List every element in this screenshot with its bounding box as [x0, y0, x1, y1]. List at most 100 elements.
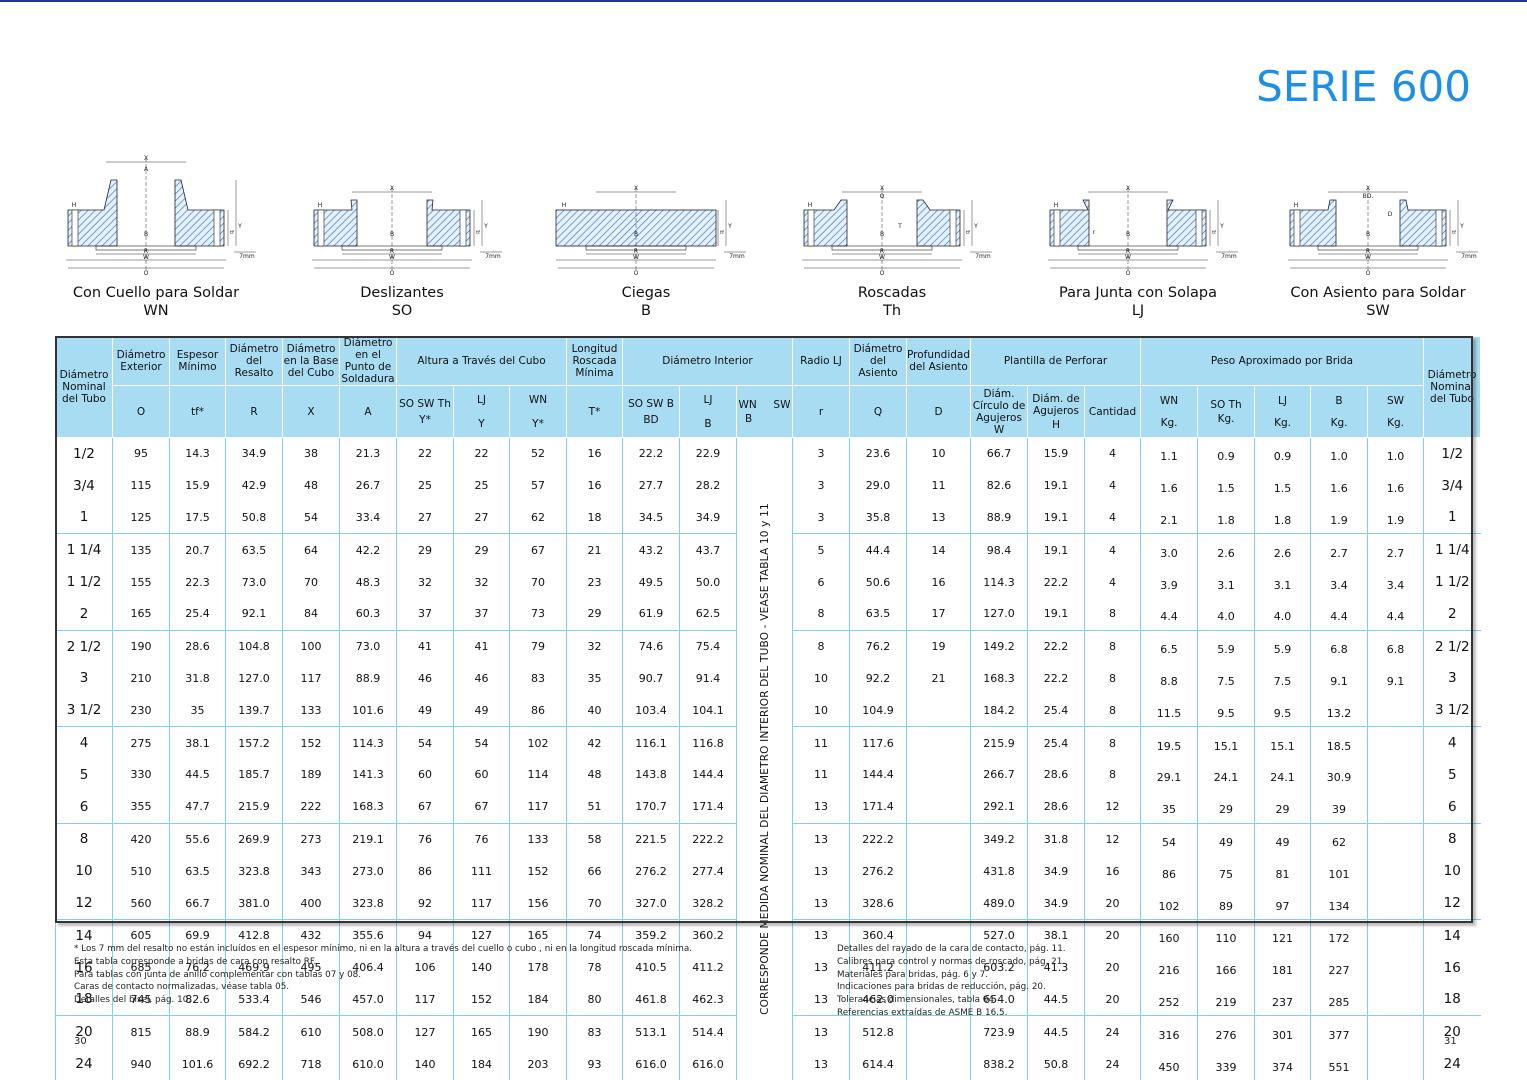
- table-cell: 0.9: [1197, 437, 1255, 470]
- table-cell: 685: [112, 951, 170, 984]
- table-cell: 276: [1197, 1015, 1255, 1049]
- table-cell: [905, 887, 971, 920]
- nominal-size-cell: 12: [55, 887, 113, 920]
- table-cell: 277.4: [679, 855, 737, 888]
- nominal-size-cell: 1/2: [1423, 437, 1481, 470]
- label-o: O: [144, 270, 149, 277]
- label-y: Y: [237, 223, 242, 230]
- table-cell: 551: [1310, 1048, 1368, 1080]
- nominal-size-cell: 18: [1423, 983, 1481, 1016]
- th-base-cubo-sym: X: [282, 385, 340, 438]
- table-cell: 462.3: [679, 983, 737, 1016]
- table-cell: 276.2: [622, 855, 680, 888]
- table-cell: 49: [396, 694, 454, 727]
- table-row: 4 275 38.1 157.2 152 114.3 54 54 102 42 116.1 116.8…: [55, 726, 1481, 759]
- label-t: T: [897, 223, 902, 230]
- table-cell: 101: [1310, 855, 1368, 888]
- nominal-size-cell: 14: [1423, 918, 1481, 952]
- table-cell: 4.4: [1140, 597, 1198, 631]
- table-cell: [1367, 758, 1424, 791]
- th-wn-sw: WN SW B: [736, 385, 793, 438]
- table-cell: 181: [1254, 951, 1311, 984]
- table-cell: 432: [282, 918, 340, 952]
- table-cell: 4.4: [1310, 597, 1368, 631]
- table-row: 18 745 82.6 533.4 546 457.0 117 152 184 80 461.8 46…: [55, 983, 1481, 1016]
- table-cell: 215.9: [225, 790, 283, 824]
- th-wn-sw-label: WN SW: [738, 398, 791, 411]
- label-tf: tf: [720, 230, 724, 236]
- table-cell: 13: [792, 1048, 850, 1080]
- table-cell: 411.2: [679, 951, 737, 984]
- table-cell: 8: [1084, 629, 1141, 663]
- table-cell: 32: [396, 566, 454, 598]
- table-cell: 48.3: [339, 566, 397, 598]
- table-cell: 111: [453, 855, 510, 888]
- label-7mm: 7mm: [1221, 253, 1237, 260]
- table-row: 1 125 17.5 50.8 54 33.4 27 27 62 18 34.5 34.9 3 35.8 1…: [55, 501, 1481, 534]
- flange-caption: Para Junta con Solapa LJ: [1008, 284, 1268, 320]
- th-agujeros: Diám. de Agujeros H: [1027, 385, 1086, 438]
- table-row: 24 940 101.6 692.2 718 610.0 140 184 203 93 616.0 6…: [55, 1048, 1481, 1080]
- th-y-wn-label: WN: [528, 393, 548, 406]
- table-cell: 210: [112, 662, 170, 695]
- table-cell: 29: [396, 533, 454, 567]
- table-cell: 20.7: [169, 533, 226, 567]
- th-y-lj: LJ Y: [453, 385, 510, 438]
- page-number-left: 30: [74, 1036, 87, 1047]
- table-cell: 29.1: [1140, 758, 1198, 791]
- table-cell: 1.6: [1367, 469, 1424, 502]
- nominal-size-cell: 3 1/2: [55, 694, 113, 727]
- table-cell: 55.6: [169, 822, 226, 856]
- nominal-size-cell: 1 1/2: [55, 566, 113, 598]
- table-cell: 76.2: [169, 951, 226, 984]
- flange-caption-name: Roscadas: [857, 285, 927, 301]
- table-cell: 22.2: [1027, 662, 1085, 695]
- table-cell: 412.8: [225, 918, 283, 952]
- table-cell: 178: [509, 951, 567, 984]
- label-r-radius: r: [1093, 229, 1096, 236]
- table-cell: 48: [566, 758, 623, 791]
- table-cell: 4: [1084, 437, 1141, 470]
- label-w: W: [879, 254, 885, 261]
- table-cell: 102: [1140, 887, 1198, 920]
- table-cell: 30.9: [1310, 758, 1368, 791]
- table-cell: 3.4: [1310, 566, 1368, 598]
- table-cell: 152: [453, 983, 510, 1016]
- flange-drawing-th: RW O X B H Ytf 7mm Q T: [802, 185, 992, 277]
- label-w: W: [1365, 254, 1371, 261]
- table-cell: 60.3: [339, 597, 397, 631]
- note-line: Tolerancias dimensionales, tabla 04.: [837, 995, 997, 1006]
- table-cell: [905, 822, 971, 856]
- table-row: 3 210 31.8 127.0 117 88.9 46 46 83 35 90.7 91.4 10 92…: [55, 662, 1481, 695]
- nominal-size-cell: 16: [55, 951, 113, 984]
- table-cell: [1367, 726, 1424, 759]
- flange-caption: Con Cuello para Soldar WN: [26, 284, 286, 320]
- table-cell: 3: [792, 501, 850, 534]
- table-cell: 28.2: [679, 469, 737, 502]
- table-cell: 13: [792, 951, 850, 984]
- label-d: D: [1388, 211, 1393, 218]
- th-b-lj-label: LJ: [703, 393, 713, 406]
- table-cell: 51: [566, 790, 623, 824]
- table-cell: 116.8: [679, 726, 737, 759]
- table-cell: 60: [453, 758, 510, 791]
- table-cell: 24: [1084, 1048, 1141, 1080]
- table-cell: 26.7: [339, 469, 397, 502]
- table-cell: 19.1: [1027, 533, 1085, 567]
- th-soldadura: Diámetro en el Punto de Soldadura: [339, 336, 397, 386]
- table-cell: [905, 855, 971, 888]
- table-cell: 28.6: [1027, 758, 1085, 791]
- table-row: 5 330 44.5 185.7 189 141.3 60 60 114 48 143.8 144.4…: [55, 758, 1481, 791]
- table-cell: 15.1: [1197, 726, 1255, 759]
- table-cell: 37: [453, 597, 510, 631]
- th-longitud: Longitud Roscada Mínima: [566, 336, 623, 386]
- table-cell: 19.1: [1027, 501, 1085, 534]
- table-cell: 73.0: [339, 629, 397, 663]
- label-7mm: 7mm: [239, 253, 255, 260]
- table-cell: 4: [1084, 533, 1141, 567]
- table-cell: 5.9: [1254, 629, 1311, 663]
- table-cell: 510: [112, 855, 170, 888]
- table-cell: 140: [453, 951, 510, 984]
- table-cell: 19.1: [1027, 469, 1085, 502]
